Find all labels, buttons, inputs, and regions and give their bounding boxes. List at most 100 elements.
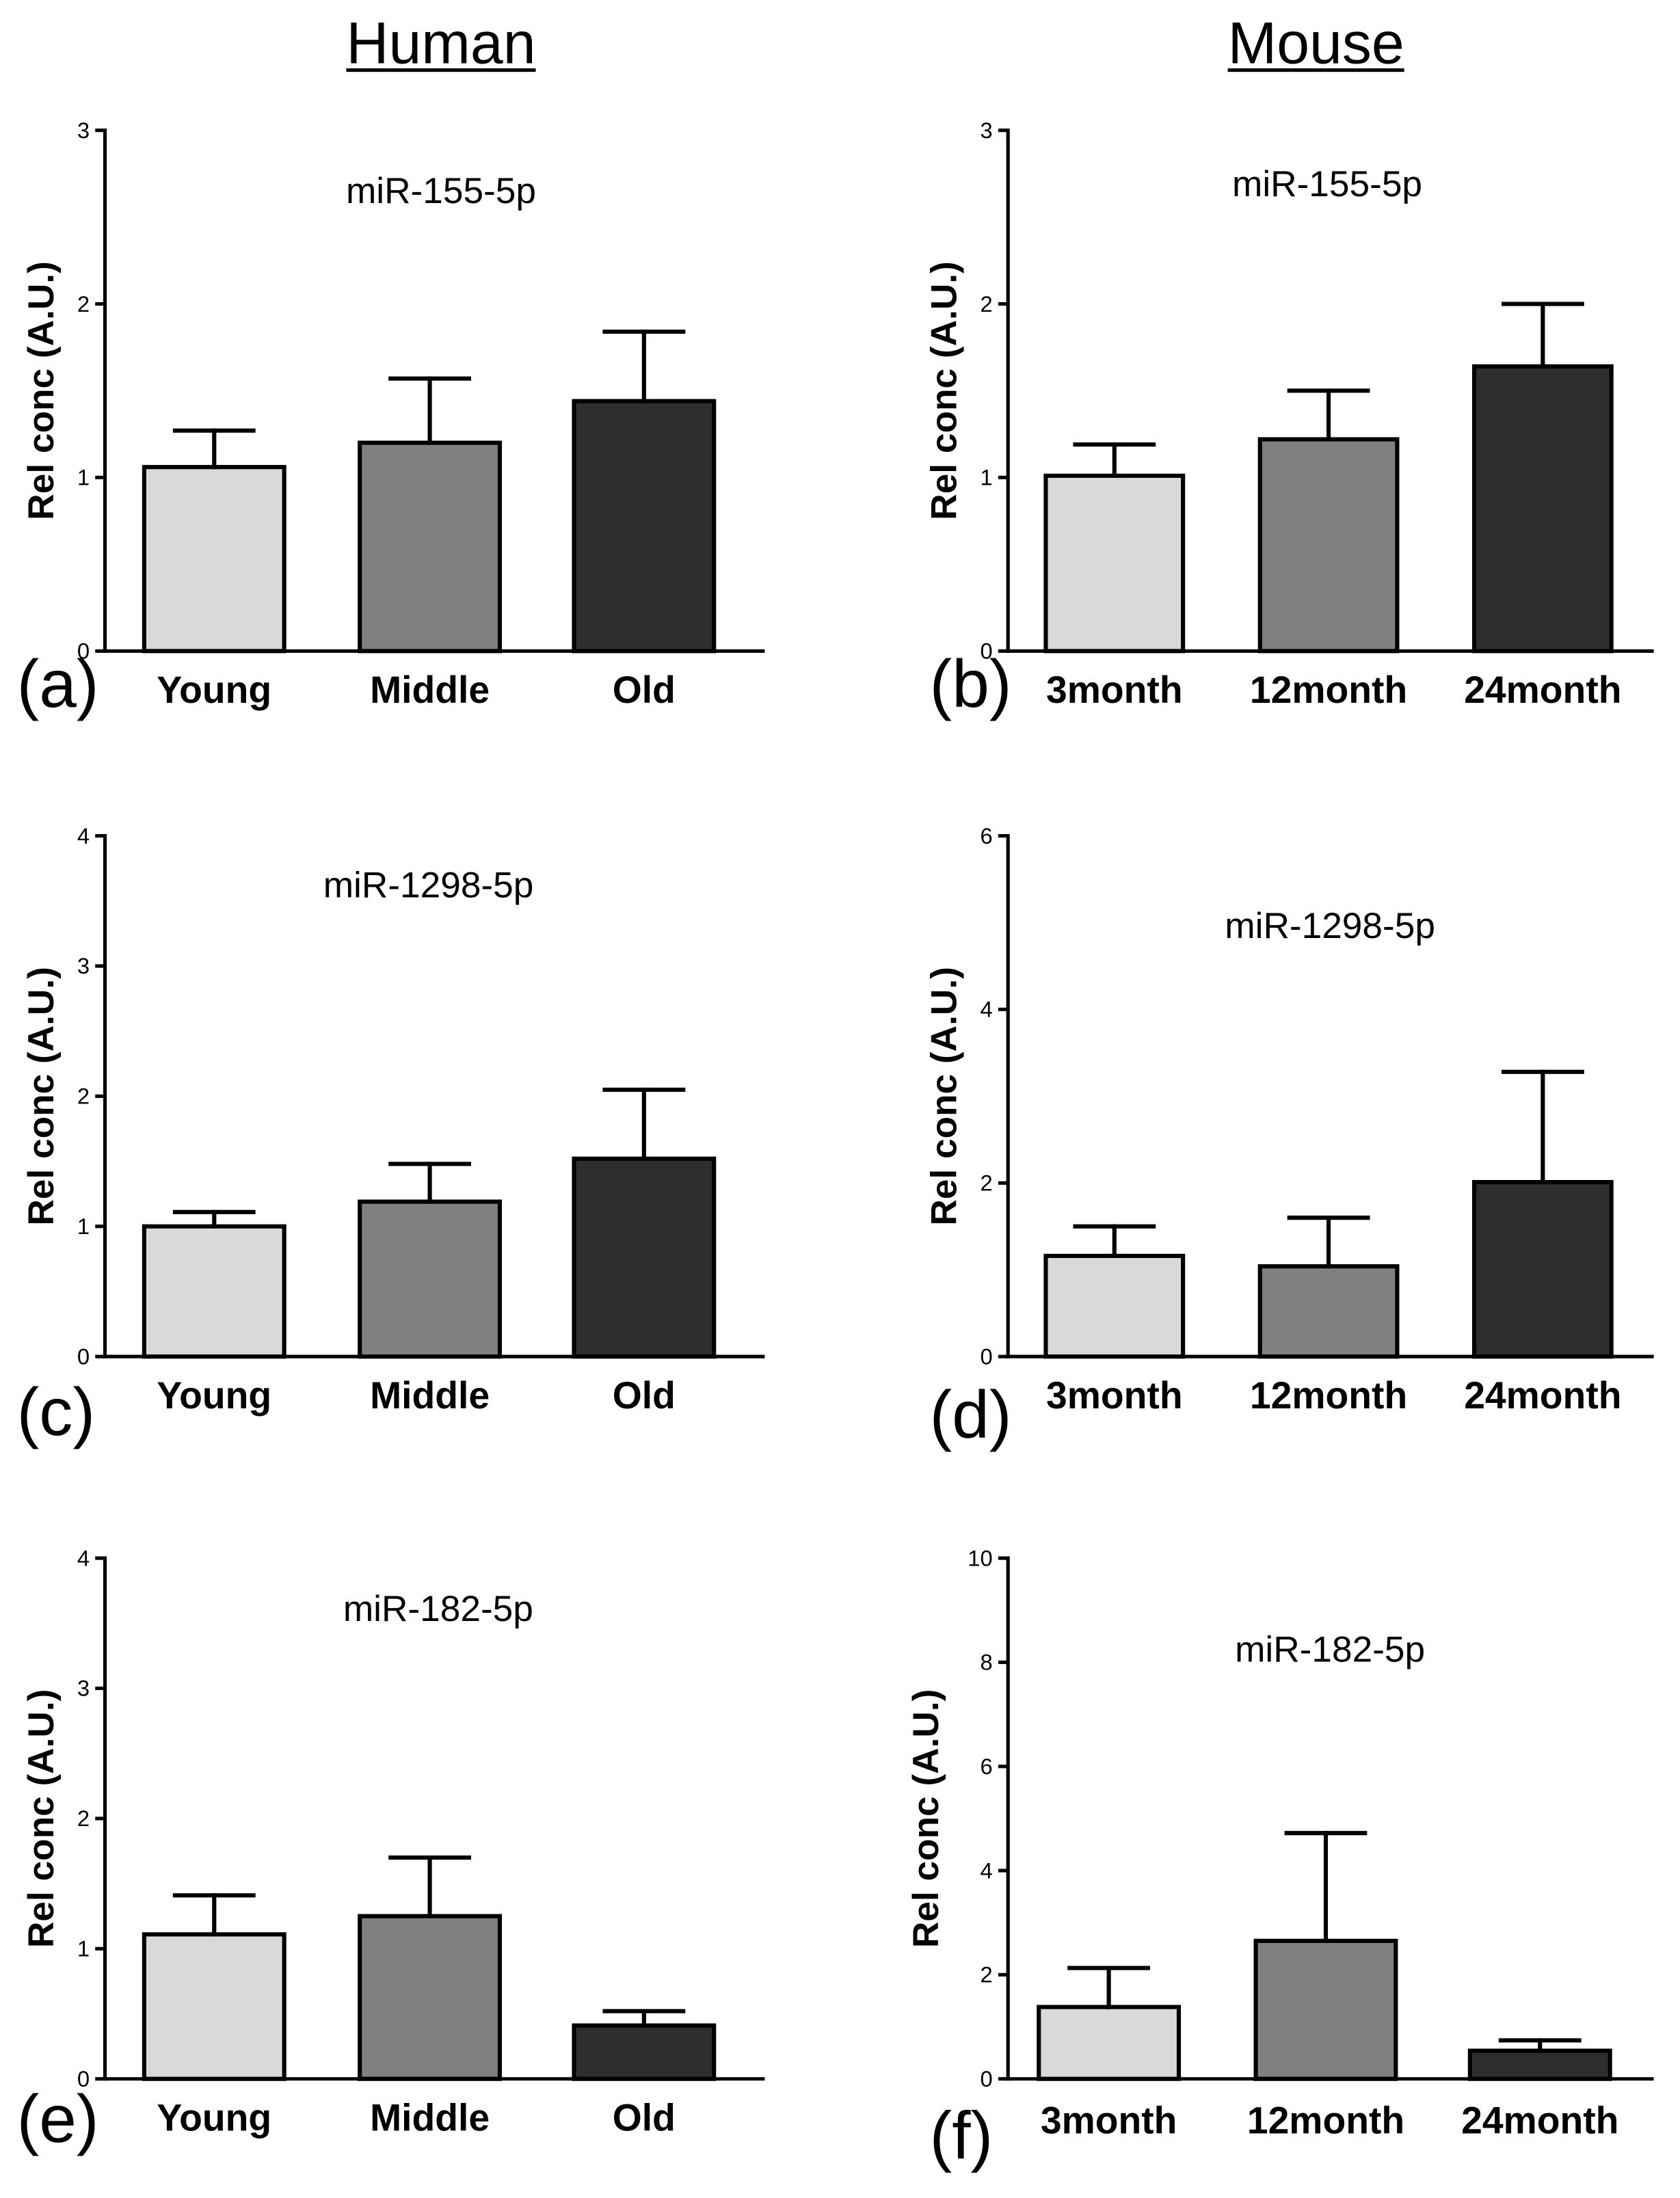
- y-tick-label-c-4: 4: [77, 823, 90, 848]
- panel-b: miR-155-5p 3month 12month 24month 0 1 2 3 Rel co…: [924, 118, 1654, 721]
- chart-grid: miR-155-5p Young Middle Old 0 1 2 3 Rel conc (A.…: [17, 118, 1654, 2173]
- panel-letter-b: (b): [930, 646, 1012, 721]
- error-bar-b-24month: [1501, 301, 1584, 368]
- category-label-b-3month: 3month: [1046, 669, 1183, 711]
- category-label-f-12month: 12month: [1247, 2100, 1404, 2142]
- y-tick-label-e-4: 4: [77, 1545, 90, 1570]
- error-bar-f-12month: [1284, 1831, 1368, 1943]
- panel-d: miR-1298-5p 3month 12month 24month 0 2 4 6 Rel c…: [924, 823, 1654, 1452]
- header-human: Human: [346, 10, 535, 76]
- chart-title-d: miR-1298-5p: [1225, 906, 1435, 946]
- y-axis-label-d: Rel conc (A.U.): [924, 967, 964, 1225]
- y-tick-label-a-0: 0: [77, 639, 90, 664]
- y-tick-label-d-6: 6: [980, 823, 992, 848]
- y-tick-label-a-2: 2: [77, 291, 90, 317]
- error-bar-c-young: [172, 1209, 256, 1229]
- error-bar-a-old: [602, 330, 686, 403]
- y-tick-label-f-8: 8: [980, 1650, 992, 1675]
- bar-d-3month: [1043, 1253, 1186, 1359]
- y-tick-label-e-1: 1: [77, 1936, 90, 1961]
- bar-b-24month: [1471, 364, 1614, 654]
- bar-f-12month: [1253, 1938, 1398, 2081]
- bar-a-young: [142, 465, 286, 654]
- y-tick-label-b-1: 1: [980, 465, 992, 490]
- error-bar-e-young: [172, 1893, 256, 1937]
- panel-letter-f: (f): [930, 2098, 994, 2173]
- error-bar-e-old: [602, 2009, 686, 2028]
- category-label-d-3month: 3month: [1046, 1374, 1183, 1417]
- y-tick-label-a-3: 3: [77, 118, 90, 143]
- y-tick-label-d-4: 4: [980, 997, 992, 1022]
- y-tick-label-c-3: 3: [77, 953, 90, 978]
- category-label-f-24month: 24month: [1461, 2100, 1618, 2142]
- category-label-a-middle: Middle: [370, 669, 490, 711]
- category-label-e-young: Young: [157, 2097, 271, 2139]
- panel-a: miR-155-5p Young Middle Old 0 1 2 3 Rel conc (A.…: [17, 118, 765, 721]
- column-headers: Human Mouse: [346, 10, 1404, 76]
- y-axis-label-e: Rel conc (A.U.): [21, 1689, 62, 1948]
- error-bar-d-3month: [1073, 1224, 1156, 1259]
- category-label-a-old: Old: [613, 669, 676, 711]
- panel-e: miR-182-5p Young Middle Old 0 1 2 3 4 Rel conc (A…: [17, 1545, 765, 2156]
- bar-f-3month: [1037, 2005, 1182, 2081]
- category-label-e-middle: Middle: [370, 2097, 490, 2139]
- y-tick-label-f-2: 2: [980, 1962, 992, 1987]
- category-label-a-young: Young: [157, 669, 271, 711]
- chart-title-c: miR-1298-5p: [323, 866, 534, 906]
- y-axis-label-c: Rel conc (A.U.): [21, 967, 62, 1225]
- y-tick-label-b-2: 2: [980, 291, 992, 317]
- y-axis-label-f: Rel conc (A.U.): [906, 1689, 946, 1948]
- error-bar-b-12month: [1287, 388, 1370, 442]
- category-label-c-middle: Middle: [370, 1374, 490, 1417]
- y-tick-label-f-4: 4: [980, 1858, 992, 1883]
- category-label-c-young: Young: [157, 1374, 271, 1417]
- category-label-c-old: Old: [613, 1374, 676, 1417]
- panel-c: miR-1298-5p Young Middle Old 0 1 2 3 4 Rel conc (…: [17, 823, 765, 1449]
- panel-letter-e: (e): [17, 2081, 99, 2156]
- y-tick-label-b-3: 3: [980, 118, 992, 143]
- y-tick-label-e-0: 0: [77, 2066, 90, 2091]
- y-tick-label-d-2: 2: [980, 1170, 992, 1196]
- header-mouse: Mouse: [1228, 10, 1404, 76]
- y-axis-label-b: Rel conc (A.U.): [924, 261, 964, 520]
- bar-c-young: [142, 1224, 286, 1359]
- bar-b-12month: [1257, 437, 1400, 654]
- bar-e-old: [572, 2023, 717, 2081]
- chart-title-b: miR-155-5p: [1232, 164, 1422, 204]
- y-tick-label-f-0: 0: [980, 2066, 992, 2091]
- y-tick-label-c-2: 2: [77, 1084, 90, 1109]
- error-bar-c-old: [602, 1087, 686, 1161]
- y-tick-label-e-3: 3: [77, 1676, 90, 1701]
- bar-d-12month: [1257, 1264, 1400, 1359]
- bar-b-3month: [1043, 473, 1186, 654]
- category-label-b-24month: 24month: [1464, 669, 1621, 711]
- chart-title-f: miR-182-5p: [1235, 1630, 1425, 1670]
- y-tick-label-b-0: 0: [980, 639, 992, 664]
- error-bar-e-middle: [388, 1855, 471, 1918]
- category-label-e-old: Old: [613, 2097, 676, 2139]
- error-bar-d-12month: [1287, 1216, 1370, 1269]
- y-axis-label-a: Rel conc (A.U.): [21, 261, 62, 520]
- bar-a-old: [572, 399, 717, 654]
- y-tick-label-c-0: 0: [77, 1344, 90, 1369]
- bar-c-middle: [358, 1199, 503, 1359]
- error-bar-d-24month: [1501, 1069, 1584, 1185]
- bar-d-24month: [1471, 1180, 1614, 1359]
- y-tick-label-a-1: 1: [77, 465, 90, 490]
- bar-f-24month: [1467, 2048, 1612, 2081]
- error-bar-a-young: [172, 428, 256, 470]
- y-tick-label-e-2: 2: [77, 1806, 90, 1831]
- category-label-d-12month: 12month: [1250, 1374, 1407, 1417]
- panel-letter-a: (a): [17, 646, 99, 721]
- category-label-d-24month: 24month: [1464, 1374, 1621, 1417]
- category-label-f-3month: 3month: [1041, 2100, 1177, 2142]
- y-tick-label-c-1: 1: [77, 1214, 90, 1239]
- y-tick-label-f-10: 10: [968, 1545, 992, 1570]
- error-bar-a-middle: [388, 376, 471, 445]
- category-label-b-12month: 12month: [1250, 669, 1407, 711]
- error-bar-c-middle: [388, 1162, 471, 1204]
- y-tick-label-d-0: 0: [980, 1344, 992, 1369]
- error-bar-f-24month: [1498, 2038, 1582, 2053]
- panel-letter-c: (c): [17, 1374, 96, 1449]
